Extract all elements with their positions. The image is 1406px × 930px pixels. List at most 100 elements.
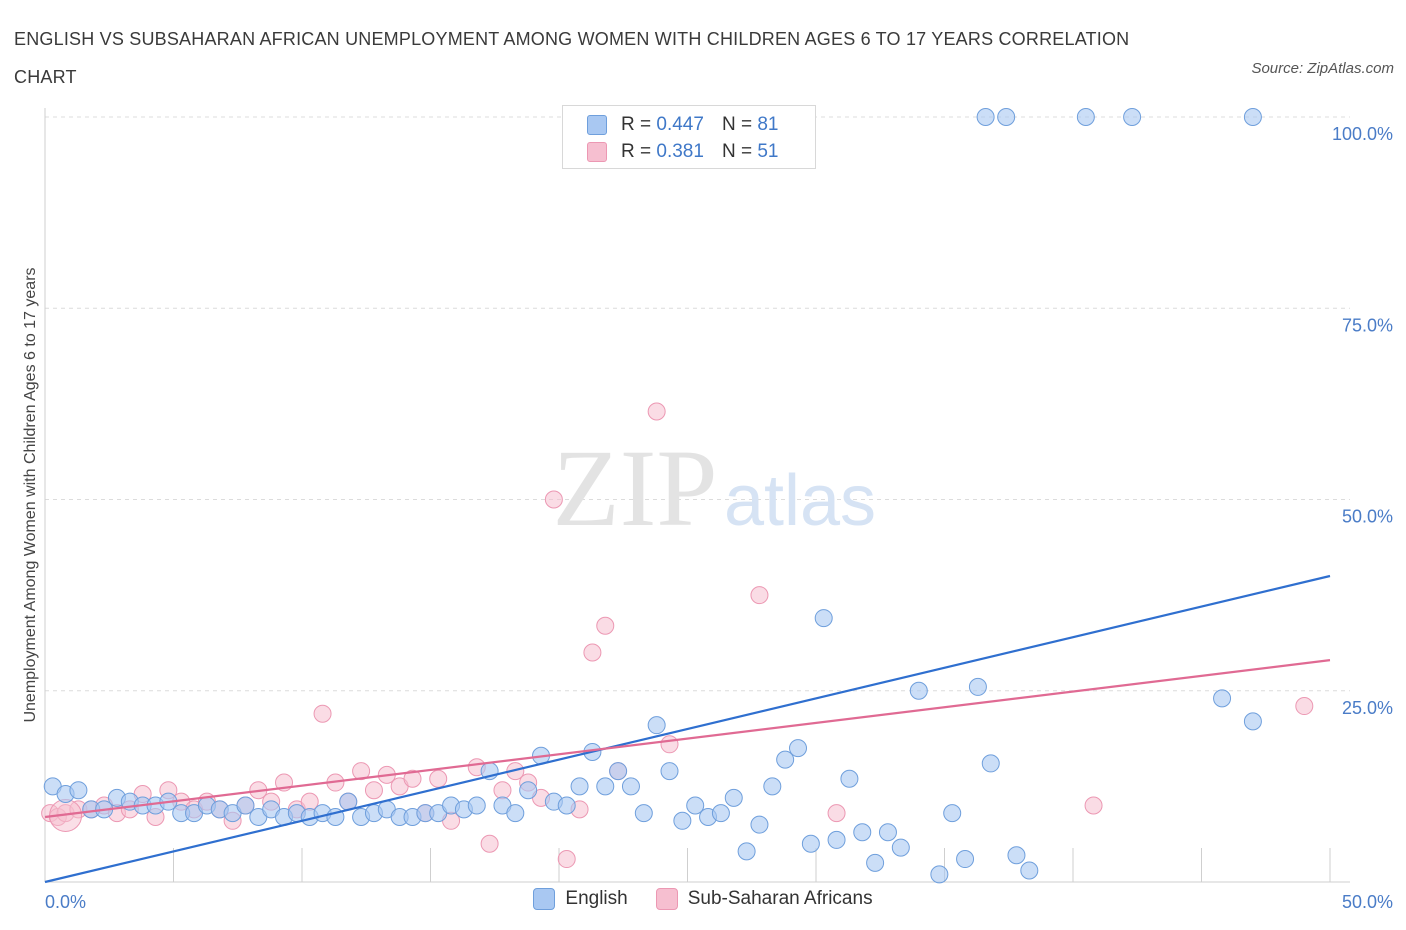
legend-r-value: 0.447 — [656, 114, 704, 135]
english-point — [596, 777, 615, 796]
english-trend-line — [44, 574, 1331, 884]
legend-r-value: 0.381 — [656, 141, 704, 162]
y-tick-label: 100.0% — [1332, 124, 1393, 144]
legend-item-ssa[interactable]: Sub-Saharan Africans — [655, 888, 873, 910]
ssa-point — [750, 586, 769, 605]
english-point — [827, 830, 846, 849]
ssa-point — [596, 616, 615, 635]
watermark-atlas: atlas — [724, 461, 876, 541]
english-point — [1123, 108, 1142, 126]
legend-n-label: N = — [721, 141, 753, 162]
legend-r-label: R = — [621, 114, 652, 135]
legend-n-value: 81 — [757, 114, 779, 135]
english-point — [878, 823, 897, 842]
legend-r-label: R = — [621, 141, 652, 162]
x-tick-label: 50.0% — [1342, 892, 1393, 912]
ssa-point — [647, 402, 666, 421]
tick-labels: 25.0% 50.0% 75.0% 100.0% 0.0% 50.0% — [45, 124, 1393, 912]
english-point — [737, 842, 756, 861]
english-point — [557, 796, 576, 815]
ssa-point — [429, 769, 448, 788]
ssa-point — [313, 704, 332, 723]
legend-swatch-english — [587, 115, 607, 135]
english-point — [570, 777, 589, 796]
ssa-point — [480, 834, 499, 853]
ssa-point — [352, 762, 371, 781]
y-tick-label: 50.0% — [1342, 507, 1393, 527]
english-point — [724, 788, 743, 807]
english-point — [943, 804, 962, 823]
ssa-point — [660, 735, 679, 754]
grid-lines — [45, 116, 1350, 692]
english-point — [866, 853, 885, 872]
english-point — [1243, 712, 1262, 731]
english-point — [968, 677, 987, 696]
english-point — [686, 796, 705, 815]
english-point — [853, 823, 872, 842]
english-point — [1213, 689, 1232, 708]
english-point — [956, 850, 975, 869]
english-point — [840, 769, 859, 788]
english-point — [750, 815, 769, 834]
ssa-point — [1084, 796, 1103, 815]
english-point — [647, 716, 666, 735]
series-legend: English Sub-Saharan Africans — [0, 888, 1406, 910]
source-label: Source: ZipAtlas.com — [1251, 60, 1394, 77]
legend-item-english[interactable]: English — [533, 888, 628, 910]
english-point — [673, 811, 692, 830]
ssa-point — [1295, 697, 1314, 716]
correlation-legend: R = 0.447 N = 81 R = 0.381 N = 51 — [562, 105, 816, 169]
english-point — [236, 796, 255, 815]
english-point — [609, 762, 628, 781]
legend-swatch-ssa — [587, 142, 607, 162]
english-point — [763, 777, 782, 796]
english-point — [981, 754, 1000, 773]
english-point — [891, 838, 910, 857]
english-point — [801, 834, 820, 853]
english-point — [814, 609, 833, 628]
legend-swatch-ssa — [655, 888, 678, 910]
english-point — [1007, 846, 1026, 865]
watermark-zip: ZIP — [553, 427, 718, 549]
english-point — [1076, 108, 1095, 126]
english-points — [43, 108, 1262, 884]
x-tick-label: 0.0% — [45, 892, 86, 912]
chart-title: ENGLISH VS SUBSAHARAN AFRICAN UNEMPLOYME… — [14, 29, 1130, 87]
english-point — [1243, 108, 1262, 126]
english-point — [976, 108, 995, 126]
watermark: ZIP atlas — [553, 427, 877, 549]
english-point — [634, 804, 653, 823]
legend-swatch-english — [533, 888, 556, 910]
english-point — [789, 739, 808, 758]
ssa-point — [493, 781, 512, 800]
legend-n-label: N = — [721, 114, 753, 135]
trend-lines — [44, 574, 1331, 884]
english-point — [776, 750, 795, 769]
english-point — [1020, 861, 1039, 880]
ssa-trend-line — [44, 659, 1331, 819]
english-point — [930, 865, 949, 884]
ssa-point — [827, 804, 846, 823]
ssa-point — [583, 643, 602, 662]
english-point — [711, 804, 730, 823]
english-point — [467, 796, 486, 815]
ssa-point — [364, 781, 383, 800]
legend-label-english: English — [565, 888, 628, 909]
y-axis-title: Unemployment Among Women with Children A… — [22, 267, 39, 722]
ssa-point — [544, 490, 563, 509]
legend-label-ssa: Sub-Saharan Africans — [687, 888, 873, 909]
axes — [44, 108, 1350, 883]
legend-row-english: R = 0.447 N = 81 — [587, 112, 778, 138]
ssa-point — [557, 850, 576, 869]
english-point — [621, 777, 640, 796]
y-tick-label: 25.0% — [1342, 698, 1393, 718]
english-point — [69, 781, 88, 800]
english-point — [997, 108, 1016, 126]
legend-row-ssa: R = 0.381 N = 51 — [587, 139, 778, 165]
english-point — [519, 781, 538, 800]
legend-n-value: 51 — [757, 141, 779, 162]
english-point — [909, 681, 928, 700]
y-tick-label: 75.0% — [1342, 315, 1393, 335]
english-point — [506, 804, 525, 823]
